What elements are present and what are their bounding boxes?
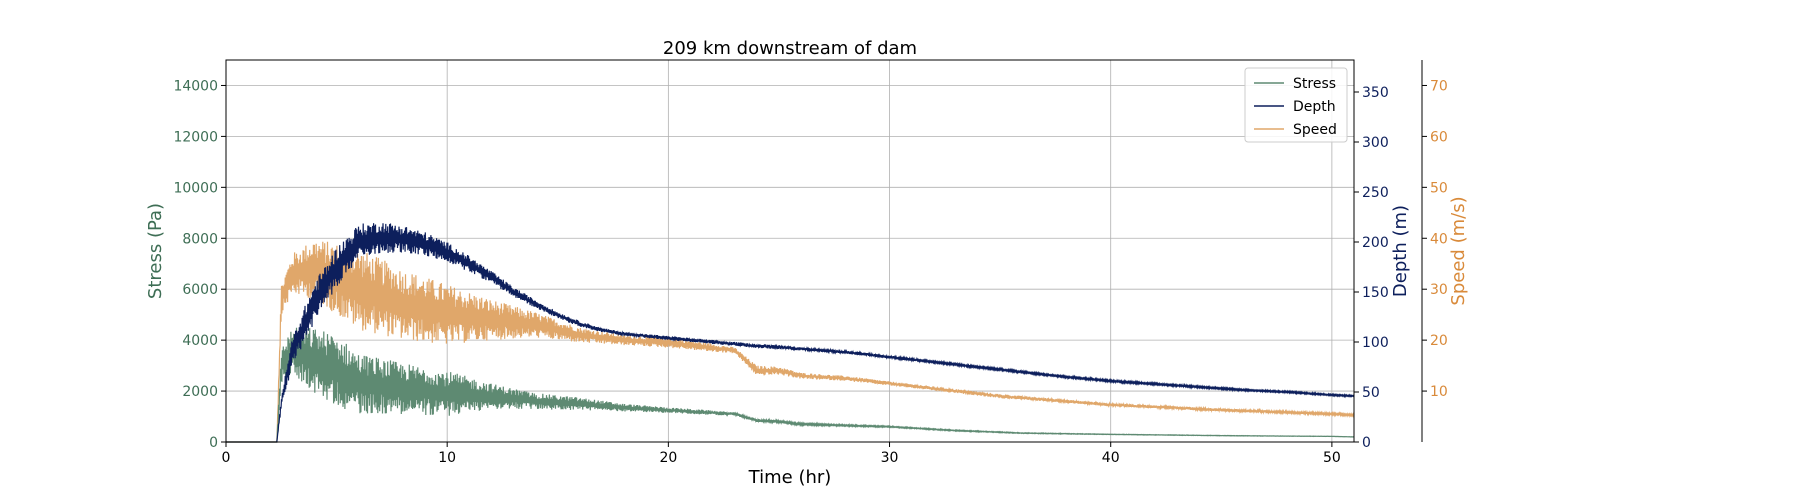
plot-frame <box>225 59 1355 443</box>
speed-tick-label: 30 <box>1430 282 1448 298</box>
axes-layer: 0 10 20 30 40 5002000400060008000100001200014… <box>173 60 1448 466</box>
legend-items: Stress Depth Speed <box>1254 76 1337 138</box>
series-line-stress <box>226 327 1355 443</box>
depth-tick-label: 200 <box>1362 235 1389 251</box>
stress-tick-label: 14000 <box>173 78 218 94</box>
x-tick-label: 10 <box>438 450 456 466</box>
speed-tick-label: 10 <box>1430 384 1448 400</box>
depth-tick-label: 300 <box>1362 135 1389 151</box>
legend-label-stress: Stress <box>1293 76 1336 92</box>
stress-tick-label: 0 <box>209 435 218 451</box>
x-tick-label: 20 <box>659 450 677 466</box>
depth-axis-title: Depth (m) <box>1390 205 1411 297</box>
stress-tick-label: 4000 <box>182 333 218 349</box>
speed-tick-label: 60 <box>1430 129 1448 145</box>
depth-tick-label: 350 <box>1362 85 1389 101</box>
legend-box <box>1244 67 1348 143</box>
series-line-depth <box>226 223 1355 443</box>
stress-tick-label: 8000 <box>182 231 218 247</box>
stress-tick-label: 2000 <box>182 384 218 400</box>
x-tick-label: 0 <box>222 450 231 466</box>
depth-tick-label: 50 <box>1362 385 1380 401</box>
speed-tick-label: 70 <box>1430 78 1448 94</box>
x-tick-label: 30 <box>881 450 899 466</box>
legend-label-depth: Depth <box>1293 99 1336 115</box>
x-axis-title: Time (hr) <box>748 467 832 488</box>
depth-tick-label: 100 <box>1362 335 1389 351</box>
chart-title: 209 km downstream of dam <box>663 38 917 59</box>
stress-axis-title: Stress (Pa) <box>145 203 166 299</box>
stress-tick-label: 10000 <box>173 180 218 196</box>
stress-tick-label: 6000 <box>182 282 218 298</box>
speed-axis-title: Speed (m/s) <box>1448 196 1469 305</box>
speed-tick-label: 40 <box>1430 231 1448 247</box>
depth-tick-label: 150 <box>1362 285 1389 301</box>
speed-tick-label: 50 <box>1430 180 1448 196</box>
depth-tick-label: 0 <box>1362 435 1371 451</box>
x-tick-label: 50 <box>1323 450 1341 466</box>
legend: Stress Depth Speed <box>1244 67 1348 143</box>
series-line-speed <box>226 241 1355 443</box>
series-layer <box>226 223 1355 443</box>
speed-tick-label: 20 <box>1430 333 1448 349</box>
depth-tick-label: 250 <box>1362 185 1389 201</box>
legend-label-speed: Speed <box>1293 122 1337 138</box>
stress-tick-label: 12000 <box>173 129 218 145</box>
x-tick-label: 40 <box>1102 450 1120 466</box>
